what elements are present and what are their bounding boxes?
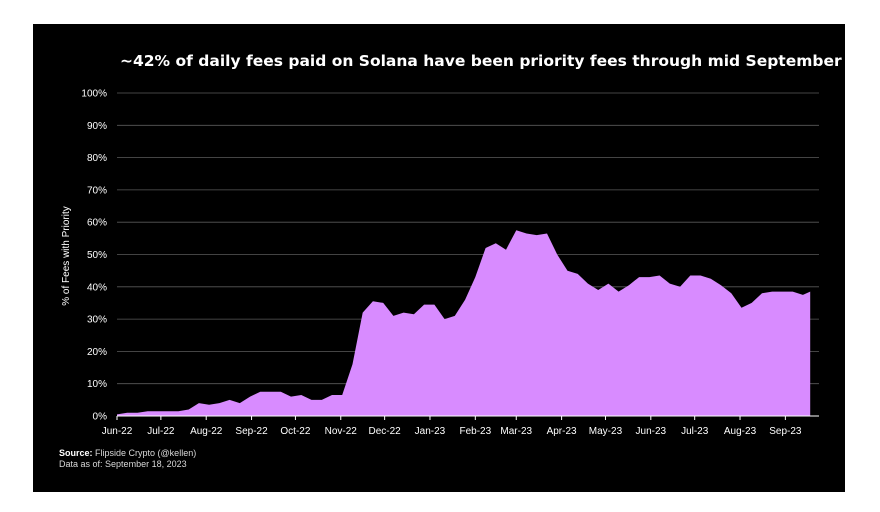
x-tick-label: Jun-22 <box>102 426 133 437</box>
data-asof-text: September 18, 2023 <box>105 459 187 469</box>
gridlines <box>117 92 819 417</box>
y-tick-label: 40% <box>87 282 107 293</box>
chart-title: ~42% of daily fees paid on Solana have b… <box>120 52 842 70</box>
x-tick-label: Jul-23 <box>681 426 709 437</box>
data-asof-line: Data as of: September 18, 2023 <box>59 459 187 469</box>
y-axis-ticks: 0% 10% 20% 30% 40% 50% 60% 70% 80% 90% 100% <box>81 89 107 423</box>
x-tick-label: May-23 <box>589 426 623 437</box>
source-text: Flipside Crypto (@kellen) <box>95 448 196 458</box>
y-tick-label: 30% <box>87 315 107 326</box>
source-line: Source: Flipside Crypto (@kellen) <box>59 448 196 458</box>
y-tick-label: 100% <box>81 89 107 100</box>
x-tick-label: Aug-22 <box>190 426 223 437</box>
x-axis-ticks: Jun-22 Jul-22 Aug-22 Sep-22 Oct-22 Nov-22 Dec-… <box>102 416 802 437</box>
x-tick-label: Jul-22 <box>147 426 175 437</box>
y-tick-label: 20% <box>87 347 107 358</box>
data-asof-label: Data as of: <box>59 459 103 469</box>
x-tick-label: Mar-23 <box>500 426 532 437</box>
priority-fees-area <box>117 230 811 416</box>
y-tick-label: 90% <box>87 121 107 132</box>
x-tick-label: Aug-23 <box>724 426 757 437</box>
x-tick-label: Sep-22 <box>235 426 268 437</box>
chart-card: ~42% of daily fees paid on Solana have b… <box>33 24 845 492</box>
y-tick-label: 0% <box>93 412 108 423</box>
x-tick-label: Oct-22 <box>280 426 310 437</box>
x-tick-label: Sep-23 <box>769 426 802 437</box>
x-tick-label: Nov-22 <box>325 426 358 437</box>
area-chart: ~42% of daily fees paid on Solana have b… <box>59 52 842 469</box>
x-tick-label: Apr-23 <box>547 426 577 437</box>
y-tick-label: 60% <box>87 218 107 229</box>
x-tick-label: Jan-23 <box>415 426 446 437</box>
y-tick-label: 80% <box>87 153 107 164</box>
x-tick-label: Jun-23 <box>636 426 667 437</box>
y-tick-label: 10% <box>87 379 107 390</box>
source-label: Source: <box>59 448 93 458</box>
x-tick-label: Dec-22 <box>369 426 402 437</box>
y-tick-label: 50% <box>87 250 107 261</box>
y-axis-label: % of Fees with Priority <box>61 206 72 305</box>
y-tick-label: 70% <box>87 185 107 196</box>
x-tick-label: Feb-23 <box>459 426 491 437</box>
